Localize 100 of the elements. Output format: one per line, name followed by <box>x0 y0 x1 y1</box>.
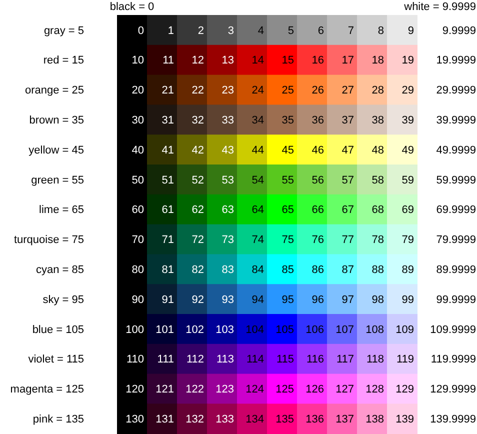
data-label: 32 <box>192 114 204 126</box>
data-label: 105 <box>276 324 294 336</box>
y-tick-label: orange = 25 <box>24 84 84 97</box>
data-label: 78 <box>372 234 384 246</box>
data-label: 2 <box>198 24 204 37</box>
data-label: 84 <box>252 264 264 276</box>
data-label: 127 <box>336 384 354 396</box>
data-label: 50 <box>132 174 144 186</box>
data-label: 4 <box>258 24 264 37</box>
data-label: 18 <box>372 54 384 67</box>
data-label: 33 <box>222 114 234 126</box>
data-label: 27 <box>342 84 354 97</box>
data-label: 116 <box>306 354 324 366</box>
data-label: 63 <box>222 204 234 216</box>
data-label: 104 <box>246 324 264 336</box>
data-label: 5 <box>288 24 294 37</box>
data-label: 57 <box>342 174 354 186</box>
y2-tick-label: 29.9999 <box>436 84 476 97</box>
data-label: 15 <box>282 54 294 67</box>
data-label: 56 <box>312 174 324 186</box>
data-label: 48 <box>372 144 384 156</box>
data-label: 69 <box>402 204 414 216</box>
data-label: 7 <box>348 24 354 37</box>
data-label: 73 <box>222 234 234 246</box>
data-label: 39 <box>402 114 414 126</box>
data-label: 135 <box>276 414 294 426</box>
data-label: 65 <box>282 204 294 216</box>
data-label: 99 <box>402 294 414 306</box>
data-label: 28 <box>372 84 384 97</box>
data-label: 54 <box>252 174 264 186</box>
y-tick-label: sky = 95 <box>42 294 84 306</box>
data-label: 66 <box>312 204 324 216</box>
y2-tick-label: 99.9999 <box>436 294 476 306</box>
data-label: 26 <box>312 84 324 97</box>
data-label: 89 <box>402 264 414 276</box>
data-label: 96 <box>312 294 324 306</box>
data-label: 76 <box>312 234 324 246</box>
data-label: 101 <box>156 324 174 336</box>
data-label: 88 <box>372 264 384 276</box>
data-label: 106 <box>306 324 324 336</box>
data-label: 14 <box>252 54 264 67</box>
y-tick-label: yellow = 45 <box>28 144 84 156</box>
y2-tick-label: 109.9999 <box>430 324 476 336</box>
data-label: 137 <box>336 414 354 426</box>
y-tick-label: pink = 135 <box>32 414 84 426</box>
y-tick-label: magenta = 125 <box>10 384 84 396</box>
data-label: 20 <box>132 84 144 97</box>
data-label: 55 <box>282 174 294 186</box>
y-tick-label: turquoise = 75 <box>14 234 84 246</box>
data-label: 45 <box>282 144 294 156</box>
data-label: 132 <box>186 414 204 426</box>
data-label: 86 <box>312 264 324 276</box>
y-tick-label: gray = 5 <box>44 24 84 37</box>
data-label: 62 <box>192 204 204 216</box>
y2-tick-label: 19.9999 <box>436 54 476 67</box>
data-label: 98 <box>372 294 384 306</box>
data-label: 49 <box>402 144 414 156</box>
data-label: 112 <box>186 354 204 366</box>
data-label: 53 <box>222 174 234 186</box>
data-label: 110 <box>126 354 144 366</box>
data-label: 124 <box>246 384 264 396</box>
data-label: 113 <box>216 354 234 366</box>
data-label: 115 <box>276 354 294 366</box>
data-label: 129 <box>396 384 414 396</box>
data-label: 122 <box>186 384 204 396</box>
data-label: 85 <box>282 264 294 276</box>
data-label: 25 <box>282 84 294 97</box>
data-label: 46 <box>312 144 324 156</box>
data-label: 60 <box>132 204 144 216</box>
data-label: 52 <box>192 174 204 186</box>
y2-tick-label: 49.9999 <box>436 144 476 156</box>
y-tick-label: lime = 65 <box>39 204 84 216</box>
data-label: 107 <box>336 324 354 336</box>
data-label: 23 <box>222 84 234 97</box>
data-label: 34 <box>252 114 264 126</box>
data-label: 82 <box>192 264 204 276</box>
data-label: 43 <box>222 144 234 156</box>
data-label: 93 <box>222 294 234 306</box>
data-label: 97 <box>342 294 354 306</box>
data-label: 35 <box>282 114 294 126</box>
data-label: 64 <box>252 204 264 216</box>
data-label: 16 <box>312 54 324 67</box>
data-label: 126 <box>306 384 324 396</box>
y-tick-label: brown = 35 <box>29 114 84 126</box>
data-label: 83 <box>222 264 234 276</box>
y2-tick-label: 89.9999 <box>436 264 476 276</box>
data-label: 125 <box>276 384 294 396</box>
data-label: 59 <box>402 174 414 186</box>
text: white = 9.9999 <box>403 1 476 13</box>
data-label: 130 <box>126 414 144 426</box>
y2-tick-label: 139.9999 <box>430 414 476 426</box>
y2-tick-label: 129.9999 <box>430 384 476 396</box>
data-label: 92 <box>192 294 204 306</box>
y2-tick-label: 9.9999 <box>442 24 476 37</box>
y2-tick-label: 79.9999 <box>436 234 476 246</box>
data-label: 47 <box>342 144 354 156</box>
data-label: 40 <box>132 144 144 156</box>
data-label: 120 <box>126 384 144 396</box>
data-label: 42 <box>192 144 204 156</box>
data-label: 139 <box>396 414 414 426</box>
